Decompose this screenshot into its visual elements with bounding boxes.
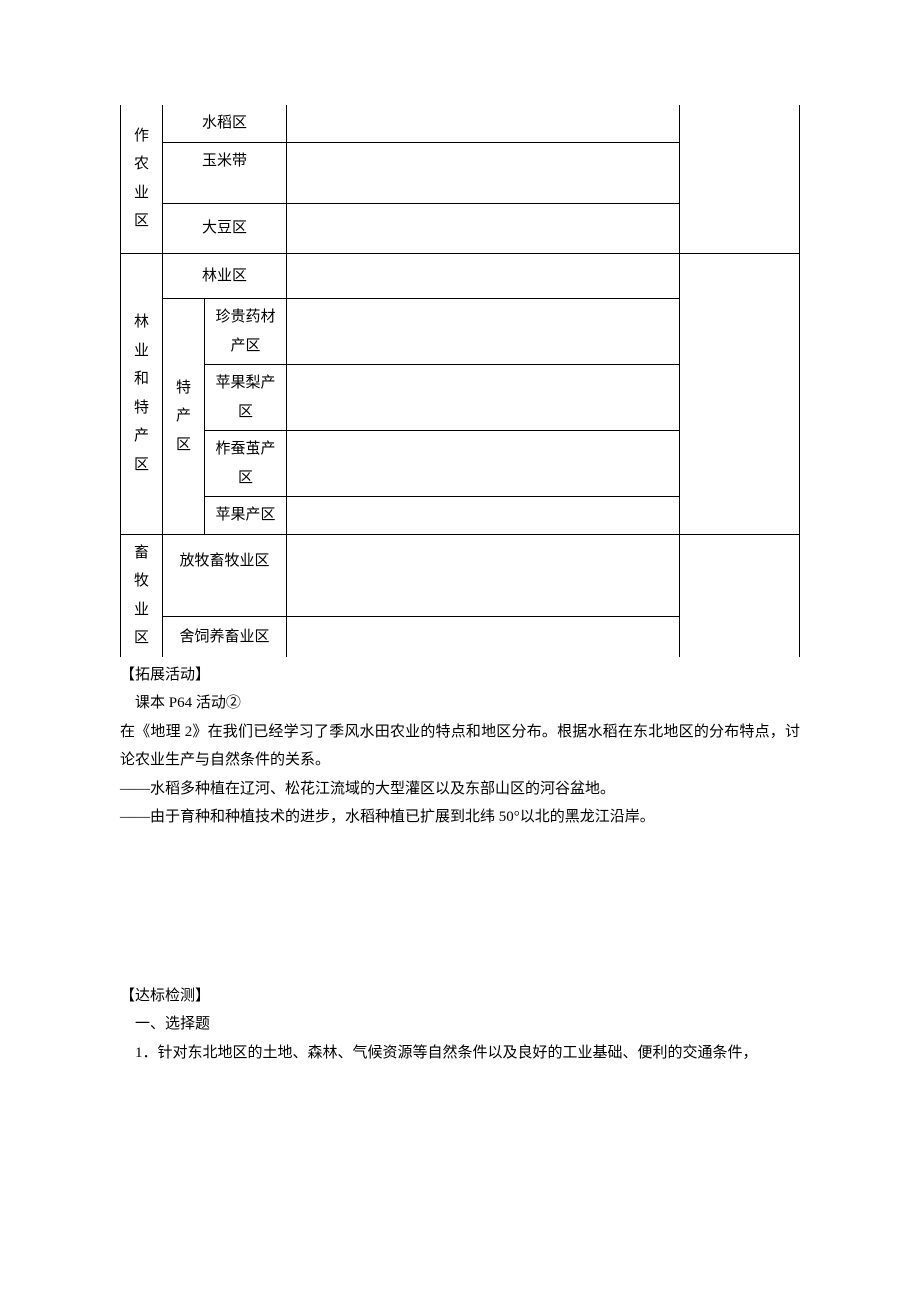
document-page: 作农业区 水稻区 玉米带 大豆区 林业和特产区 林业区 特产区: [0, 0, 920, 1302]
cell-text: 林业和特产区: [134, 314, 149, 473]
activity-point-1: ——水稻多种植在辽河、松花江流域的大型灌区以及东部山区的河谷盆地。: [120, 775, 800, 804]
subcategory: 放牧畜牧业区: [163, 534, 287, 617]
spacer: [120, 832, 800, 982]
category-forestry: 林业和特产区: [121, 253, 163, 534]
sub-subcategory: 柞蚕茧产区: [205, 431, 287, 497]
category-livestock: 畜牧业区: [121, 534, 163, 657]
empty-cell: [287, 204, 680, 254]
cell-text: 放牧畜牧业区: [180, 553, 270, 569]
cell-text: 畜牧业区: [134, 545, 149, 647]
test-subheading: 一、选择题: [120, 1010, 800, 1039]
subcategory: 林业区: [163, 253, 287, 299]
empty-cell: [680, 534, 800, 657]
activity-intro: 在《地理 2》在我们已经学习了季风水田农业的特点和地区分布。根据水稻在东北地区的…: [120, 718, 800, 775]
question-text: 1．针对东北地区的土地、森林、气候资源等自然条件以及良好的工业基础、便利的交通条…: [135, 1045, 758, 1061]
point-text: ——由于育种和种植技术的进步，水稻种植已扩展到北纬 50°以北的黑龙江沿岸。: [120, 809, 655, 825]
subcategory-group: 特产区: [163, 299, 205, 535]
empty-cell: [680, 253, 800, 534]
point-text: ——水稻多种植在辽河、松花江流域的大型灌区以及东部山区的河谷盆地。: [120, 781, 615, 797]
cell-text: 大豆区: [202, 220, 247, 236]
question-1: 1．针对东北地区的土地、森林、气候资源等自然条件以及良好的工业基础、便利的交通条…: [120, 1039, 800, 1068]
activity-reference: 课本 P64 活动②: [120, 689, 800, 718]
cell-text: 作农业区: [134, 128, 149, 230]
table-row: 作农业区 水稻区: [121, 105, 800, 142]
standard-test-heading: 【达标检测】: [120, 982, 800, 1011]
heading-text: 【拓展活动】: [120, 667, 210, 683]
subcategory: 水稻区: [163, 105, 287, 142]
empty-cell: [287, 534, 680, 617]
empty-cell: [287, 617, 680, 657]
extension-activity-heading: 【拓展活动】: [120, 661, 800, 690]
cell-text: 林业区: [202, 268, 247, 284]
empty-cell: [287, 105, 680, 142]
empty-cell: [287, 142, 680, 204]
table-row: 畜牧业区 放牧畜牧业区: [121, 534, 800, 617]
cell-text: 特产区: [176, 380, 191, 453]
empty-cell: [287, 497, 680, 535]
subheading-text: 一、选择题: [135, 1016, 210, 1032]
cell-text: 苹果梨产区: [216, 375, 276, 420]
sub-subcategory: 苹果梨产区: [205, 365, 287, 431]
agriculture-regions-table: 作农业区 水稻区 玉米带 大豆区 林业和特产区 林业区 特产区: [120, 105, 800, 657]
table-row: 林业和特产区 林业区: [121, 253, 800, 299]
subcategory: 舍饲养畜业区: [163, 617, 287, 657]
sub-subcategory: 珍贵药材产区: [205, 299, 287, 365]
cell-text: 柞蚕茧产区: [216, 441, 276, 486]
subcategory: 大豆区: [163, 204, 287, 254]
cell-text: 苹果产区: [216, 507, 276, 523]
ref-text: 课本 P64 活动②: [135, 695, 241, 711]
category-crop: 作农业区: [121, 105, 163, 253]
empty-cell: [680, 105, 800, 253]
empty-cell: [287, 253, 680, 299]
heading-text: 【达标检测】: [120, 988, 210, 1004]
cell-text: 舍饲养畜业区: [180, 629, 270, 645]
intro-text: 在《地理 2》在我们已经学习了季风水田农业的特点和地区分布。根据水稻在东北地区的…: [120, 724, 800, 769]
sub-subcategory: 苹果产区: [205, 497, 287, 535]
cell-text: 珍贵药材产区: [216, 309, 276, 354]
empty-cell: [287, 431, 680, 497]
cell-text: 玉米带: [202, 153, 247, 169]
empty-cell: [287, 299, 680, 365]
activity-point-2: ——由于育种和种植技术的进步，水稻种植已扩展到北纬 50°以北的黑龙江沿岸。: [120, 803, 800, 832]
cell-text: 水稻区: [202, 115, 247, 131]
empty-cell: [287, 365, 680, 431]
subcategory: 玉米带: [163, 142, 287, 204]
